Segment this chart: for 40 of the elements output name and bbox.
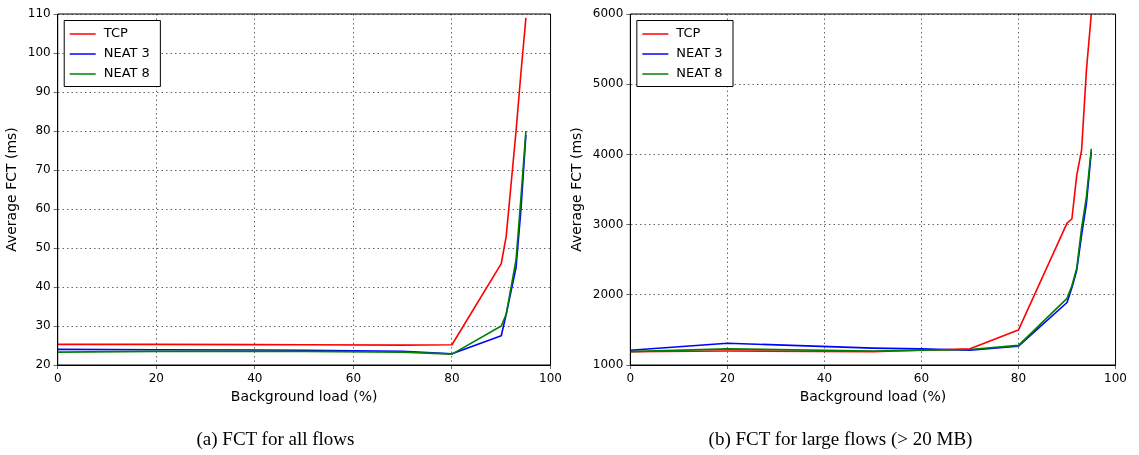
x-tick-label: 40 bbox=[816, 371, 833, 386]
y-tick-label: 100 bbox=[27, 45, 51, 60]
y-tick-label: 80 bbox=[35, 123, 51, 138]
x-axis-title: Background load (%) bbox=[230, 388, 378, 405]
y-tick-label: 50 bbox=[35, 240, 51, 255]
y-tick-label: 3000 bbox=[592, 216, 624, 231]
y-tick-label: 90 bbox=[35, 84, 51, 99]
x-tick-label: 80 bbox=[1010, 371, 1027, 386]
y-tick-label: 4000 bbox=[592, 146, 624, 161]
y-tick-label: 30 bbox=[35, 318, 51, 333]
x-tick-label: 0 bbox=[626, 371, 635, 386]
y-tick-label: 70 bbox=[35, 162, 51, 177]
x-tick-label: 40 bbox=[247, 371, 263, 386]
legend-label: NEAT 8 bbox=[103, 65, 150, 81]
y-tick-label: 20 bbox=[35, 357, 51, 372]
legend-label: NEAT 3 bbox=[103, 45, 150, 61]
text: (b) FCT for large flows (> 20 MB) bbox=[708, 427, 973, 450]
y-tick-label: 2000 bbox=[592, 286, 624, 301]
y-tick-label: 110 bbox=[27, 6, 51, 21]
text: (a) FCT for all flows bbox=[196, 427, 355, 450]
legend-label: NEAT 8 bbox=[676, 65, 723, 81]
y-tick-label: 6000 bbox=[592, 6, 624, 21]
y-tick-label: 40 bbox=[35, 279, 51, 294]
x-tick-label: 100 bbox=[539, 371, 562, 386]
x-tick-label: 100 bbox=[1104, 371, 1127, 386]
y-tick-label: 60 bbox=[35, 201, 51, 216]
y-tick-label: 1000 bbox=[592, 357, 624, 372]
x-tick-label: 20 bbox=[148, 371, 164, 386]
x-tick-label: 80 bbox=[444, 371, 460, 386]
legend-label: TCP bbox=[102, 25, 128, 41]
x-tick-label: 20 bbox=[719, 371, 736, 386]
legend-label: TCP bbox=[675, 25, 701, 41]
y-axis-title: Average FCT (ms) bbox=[568, 127, 585, 252]
x-tick-label: 60 bbox=[913, 371, 930, 386]
x-tick-label: 0 bbox=[53, 371, 62, 386]
x-tick-label: 60 bbox=[345, 371, 362, 386]
legend-label: NEAT 3 bbox=[676, 45, 723, 61]
y-axis-title: Average FCT (ms) bbox=[3, 127, 20, 252]
x-axis-title: Background load (%) bbox=[799, 388, 947, 405]
y-tick-label: 5000 bbox=[592, 76, 624, 91]
